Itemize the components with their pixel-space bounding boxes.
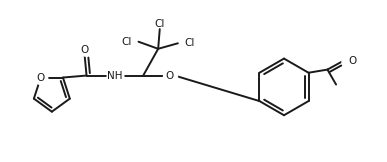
Text: Cl: Cl (184, 38, 195, 48)
Text: O: O (80, 45, 89, 55)
Text: Cl: Cl (154, 19, 165, 29)
Text: O: O (37, 73, 45, 82)
Text: NH: NH (107, 71, 123, 81)
Text: Cl: Cl (122, 37, 132, 47)
Text: O: O (166, 71, 174, 81)
Text: O: O (348, 56, 356, 66)
